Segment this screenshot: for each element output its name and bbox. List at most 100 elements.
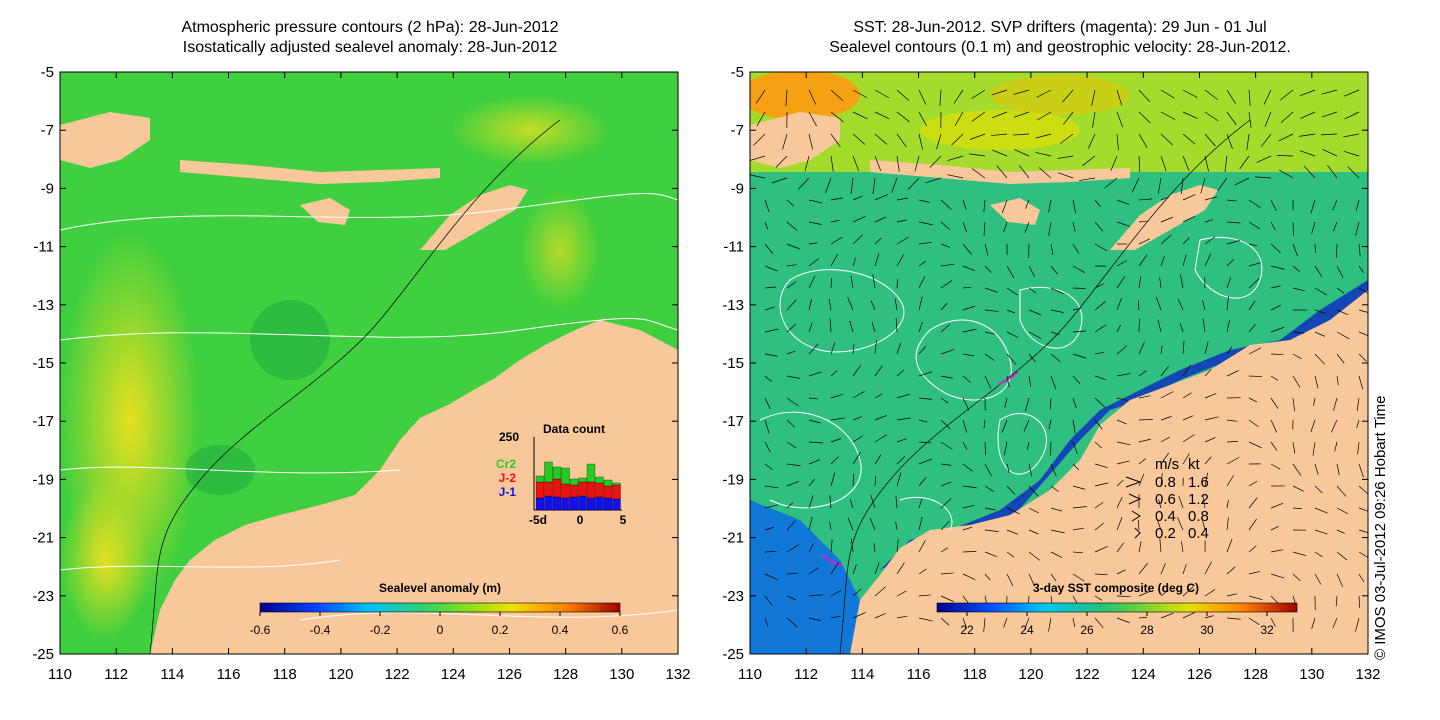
sealevel-contour bbox=[915, 319, 1012, 401]
velocity-arrow bbox=[1025, 397, 1030, 412]
velocity-arrow bbox=[1072, 199, 1076, 214]
velocity-arrow bbox=[1204, 416, 1219, 421]
velocity-arrow bbox=[1094, 221, 1104, 232]
velocity-arrow bbox=[984, 529, 999, 532]
velocity-arrow bbox=[1204, 133, 1216, 147]
timor-island bbox=[1110, 185, 1218, 250]
velocity-arrow bbox=[962, 397, 970, 411]
velocity-arrow bbox=[1204, 236, 1216, 245]
velocity-arrow bbox=[1006, 287, 1018, 296]
data-count-xtick: -5d bbox=[529, 513, 547, 527]
velocity-arrow bbox=[852, 195, 863, 201]
velocity-arrow bbox=[1310, 419, 1316, 433]
velocity-arrow bbox=[874, 340, 877, 355]
velocity-arrow bbox=[808, 133, 813, 150]
velocity-arrow bbox=[1335, 595, 1338, 607]
velocity-arrow bbox=[1094, 595, 1103, 601]
velocity-arrow bbox=[1336, 265, 1344, 278]
velocity-arrow bbox=[808, 617, 822, 621]
velocity-arrow bbox=[1003, 221, 1008, 233]
velocity-arrow bbox=[1248, 347, 1262, 355]
velocity-arrow bbox=[984, 507, 996, 511]
velocity-arrow bbox=[896, 472, 902, 487]
velocity-arrow bbox=[991, 111, 1008, 119]
velocity-arrow bbox=[940, 547, 949, 553]
velocity-arrow bbox=[786, 463, 801, 467]
velocity-arrow bbox=[870, 494, 876, 509]
velocity-arrow bbox=[1072, 506, 1087, 509]
velocity-arrow bbox=[962, 375, 971, 383]
velocity-arrow bbox=[764, 504, 779, 509]
velocity-arrow bbox=[764, 221, 769, 230]
velocity-arrow bbox=[1292, 573, 1301, 582]
y-tick-label: -9 bbox=[41, 180, 54, 197]
velocity-arrow bbox=[1048, 419, 1052, 430]
velocity-arrow bbox=[1278, 133, 1294, 142]
velocity-arrow bbox=[1028, 507, 1039, 514]
velocity-arrow bbox=[1023, 419, 1030, 432]
data-count-bar bbox=[561, 467, 570, 485]
velocity-arrow bbox=[1094, 397, 1106, 408]
data-count-bar bbox=[612, 484, 621, 500]
velocity-arrow bbox=[1314, 485, 1323, 494]
velocity-arrow bbox=[1050, 287, 1064, 294]
velocity-arrow bbox=[1344, 89, 1360, 97]
velocity-arrow bbox=[797, 177, 810, 190]
x-tick-label: 122 bbox=[385, 666, 410, 683]
velocity-arrow bbox=[874, 216, 887, 223]
data-count-bar bbox=[586, 497, 596, 511]
velocity-arrow bbox=[984, 243, 989, 256]
velocity-arrow bbox=[1050, 463, 1057, 477]
velocity-arrow bbox=[1138, 473, 1145, 487]
data-count-bar bbox=[552, 466, 562, 480]
velocity-arrow bbox=[808, 478, 816, 487]
velocity-arrow bbox=[1358, 595, 1360, 608]
velocity-arrow bbox=[830, 236, 843, 245]
velocity-arrow bbox=[829, 521, 832, 531]
velocity-arrow bbox=[1094, 324, 1107, 333]
velocity-arrow bbox=[1182, 392, 1192, 399]
sealevel-contour bbox=[997, 413, 1047, 475]
velocity-arrow bbox=[750, 155, 766, 161]
velocity-arrow bbox=[1072, 287, 1086, 289]
velocity-arrow bbox=[1239, 155, 1250, 170]
velocity-arrow bbox=[939, 89, 942, 106]
velocity-arrow bbox=[940, 498, 952, 509]
java-island bbox=[750, 112, 840, 168]
velocity-arrow bbox=[771, 177, 788, 184]
data-count-title: Data count bbox=[543, 422, 605, 436]
velocity-arrow bbox=[830, 417, 845, 421]
sealevel-contour bbox=[779, 269, 905, 353]
velocity-arrow bbox=[940, 617, 950, 626]
velocity-arrow bbox=[996, 165, 1008, 179]
data-count-bar bbox=[544, 461, 553, 483]
velocity-arrow bbox=[1050, 485, 1059, 493]
velocity-arrow bbox=[786, 480, 799, 487]
velocity-arrow bbox=[829, 495, 832, 509]
velocity-arrow bbox=[984, 551, 998, 558]
velocity-arrow bbox=[1292, 507, 1302, 510]
x-tick-label: 126 bbox=[1187, 666, 1212, 683]
timor-island bbox=[420, 185, 528, 250]
velocity-arrow bbox=[1072, 527, 1085, 531]
y-tick-label: -13 bbox=[32, 297, 54, 314]
velocity-arrow bbox=[1116, 460, 1130, 465]
velocity-arrow bbox=[918, 540, 926, 553]
pressure-contour bbox=[60, 317, 678, 341]
velocity-arrow bbox=[1358, 375, 1364, 390]
velocity-arrow bbox=[1280, 89, 1294, 101]
velocity-arrow bbox=[940, 463, 952, 466]
velocity-arrow bbox=[896, 590, 907, 597]
velocity-arrow bbox=[1322, 148, 1338, 157]
velocity-arrow bbox=[1035, 152, 1052, 157]
velocity-arrow bbox=[983, 221, 986, 236]
velocity-arrow bbox=[1182, 254, 1187, 267]
velocity-arrow bbox=[1116, 516, 1123, 531]
velocity-arrow bbox=[1179, 323, 1184, 333]
velocity-arrow bbox=[918, 321, 923, 333]
velocity-arrow bbox=[1028, 485, 1039, 497]
velocity-arrow bbox=[808, 258, 820, 267]
x-tick-label: 130 bbox=[609, 666, 634, 683]
velocity-arrow bbox=[764, 595, 773, 606]
satellite-label-j1: J-1 bbox=[499, 485, 517, 499]
